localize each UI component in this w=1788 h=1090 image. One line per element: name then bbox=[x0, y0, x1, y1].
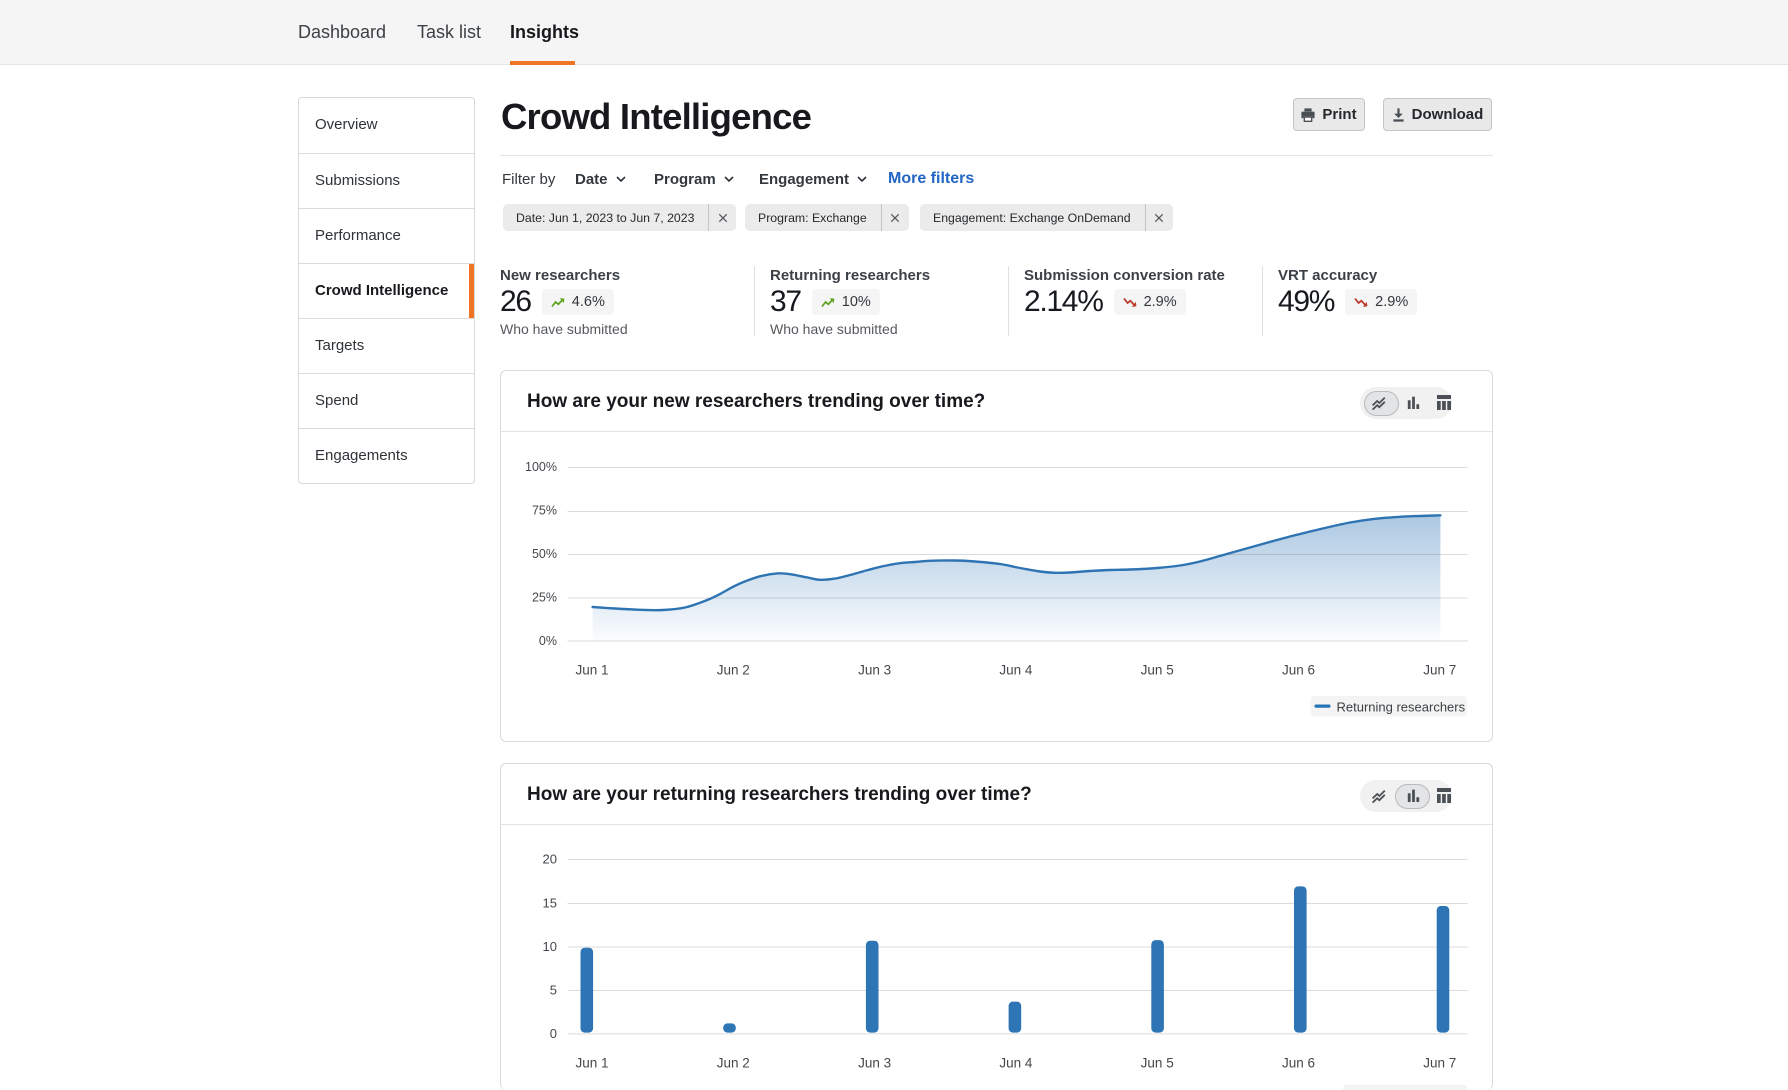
svg-text:20: 20 bbox=[543, 852, 557, 867]
svg-text:15: 15 bbox=[543, 895, 557, 910]
svg-text:Jun 4: Jun 4 bbox=[999, 663, 1033, 678]
svg-text:Jun 3: Jun 3 bbox=[858, 1056, 891, 1071]
svg-text:5: 5 bbox=[550, 983, 557, 998]
svg-text:Jun 6: Jun 6 bbox=[1282, 1056, 1315, 1071]
svg-text:Jun 7: Jun 7 bbox=[1423, 1056, 1456, 1071]
svg-text:0: 0 bbox=[550, 1026, 557, 1041]
svg-text:Jun 1: Jun 1 bbox=[575, 663, 608, 678]
svg-text:Jun 3: Jun 3 bbox=[858, 663, 891, 678]
svg-text:Jun 4: Jun 4 bbox=[999, 1056, 1033, 1071]
svg-text:Jun 1: Jun 1 bbox=[575, 1056, 608, 1071]
svg-text:Jun 5: Jun 5 bbox=[1141, 663, 1174, 678]
svg-text:Jun 2: Jun 2 bbox=[717, 663, 750, 678]
svg-text:75%: 75% bbox=[532, 504, 557, 518]
svg-text:0%: 0% bbox=[539, 634, 557, 648]
svg-text:Jun 2: Jun 2 bbox=[717, 1056, 750, 1071]
svg-text:Returning researchers: Returning researchers bbox=[1337, 700, 1466, 715]
svg-text:10: 10 bbox=[543, 939, 557, 954]
svg-text:Jun 6: Jun 6 bbox=[1282, 663, 1315, 678]
svg-text:Jun 7: Jun 7 bbox=[1423, 663, 1456, 678]
svg-text:25%: 25% bbox=[532, 591, 557, 605]
svg-text:50%: 50% bbox=[532, 547, 557, 561]
svg-text:100%: 100% bbox=[525, 460, 557, 474]
svg-text:Jun 5: Jun 5 bbox=[1141, 1056, 1174, 1071]
